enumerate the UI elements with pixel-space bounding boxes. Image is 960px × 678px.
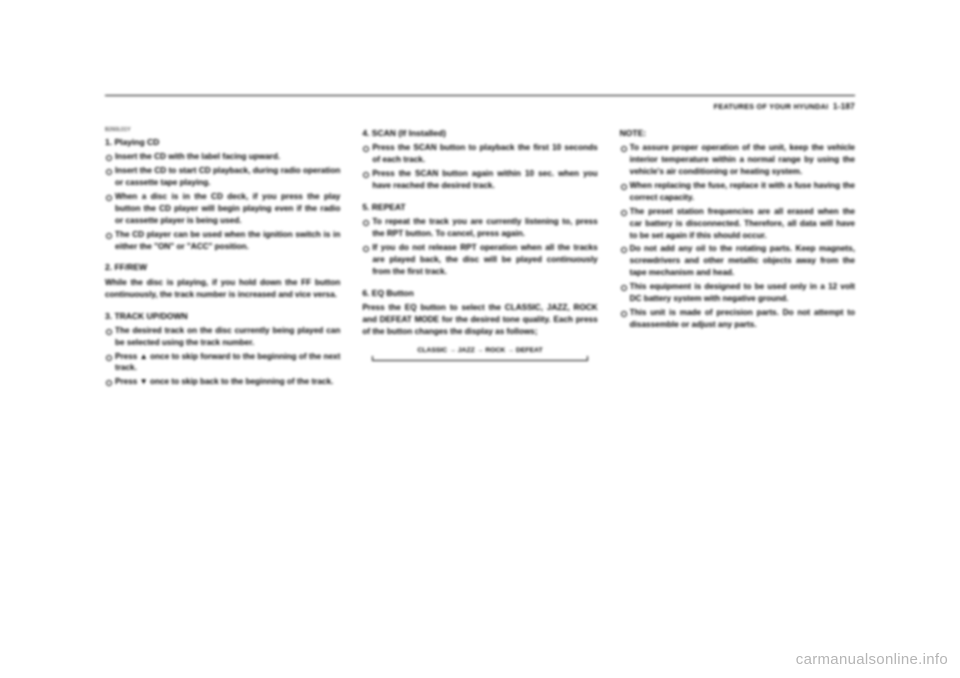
list-item: The CD player can be used when the ignit… <box>105 229 340 253</box>
list-item: This unit is made of precision parts. Do… <box>620 307 855 331</box>
column-2: 4. SCAN (If Installed) Press the SCAN bu… <box>362 127 597 391</box>
list-item: If you do not release RPT operation when… <box>362 242 597 278</box>
part-code: B260L01Y <box>105 127 340 135</box>
list-item: Do not add any oil to the rotating parts… <box>620 243 855 279</box>
section-5-list: To repeat the track you are currently li… <box>362 216 597 277</box>
list-item: Press the SCAN button again within 10 se… <box>362 168 597 192</box>
section-2-title: 2. FF/REW <box>105 261 340 273</box>
section-1-list: Insert the CD with the label facing upwa… <box>105 151 340 252</box>
list-item: Insert the CD with the label facing upwa… <box>105 151 340 163</box>
section-5-title: 5. REPEAT <box>362 201 597 213</box>
watermark-text: carmanualsonline.info <box>796 651 948 668</box>
section-6-body: Press the EQ button to select the CLASSI… <box>362 302 597 338</box>
list-item: Press the SCAN button to playback the fi… <box>362 142 597 166</box>
list-item: Insert the CD to start CD playback, duri… <box>105 165 340 189</box>
header-section: FEATURES OF YOUR HYUNDAI <box>714 102 829 111</box>
list-item: When a disc is in the CD deck, if you pr… <box>105 191 340 227</box>
cycle-loop-line <box>372 356 587 361</box>
eq-mode-cycle: CLASSIC → JAZZ → ROCK → DEFEAT <box>362 346 597 362</box>
note-heading: NOTE: <box>620 127 855 139</box>
list-item: Press ▼ once to skip back to the beginni… <box>105 376 340 388</box>
column-3: NOTE: To assure proper operation of the … <box>620 127 855 391</box>
list-item: This equipment is designed to be used on… <box>620 281 855 305</box>
list-item: The preset station frequencies are all e… <box>620 206 855 242</box>
eq-cycle-text: CLASSIC → JAZZ → ROCK → DEFEAT <box>417 347 542 354</box>
section-4-list: Press the SCAN button to playback the fi… <box>362 142 597 192</box>
manual-page: FEATURES OF YOUR HYUNDAI 1-187 B260L01Y … <box>105 95 855 595</box>
section-3-title: 3. TRACK UP/DOWN <box>105 310 340 322</box>
list-item: To repeat the track you are currently li… <box>362 216 597 240</box>
running-header: FEATURES OF YOUR HYUNDAI 1-187 <box>105 95 855 113</box>
column-1: B260L01Y 1. Playing CD Insert the CD wit… <box>105 127 340 391</box>
list-item: When replacing the fuse, replace it with… <box>620 180 855 204</box>
section-4-title: 4. SCAN (If Installed) <box>362 127 597 139</box>
note-list: To assure proper operation of the unit, … <box>620 142 855 330</box>
section-2-body: While the disc is playing, if you hold d… <box>105 277 340 301</box>
list-item: To assure proper operation of the unit, … <box>620 142 855 178</box>
list-item: Press ▲ once to skip forward to the begi… <box>105 351 340 375</box>
section-6-title: 6. EQ Button <box>362 287 597 299</box>
section-3-list: The desired track on the disc currently … <box>105 325 340 388</box>
section-1-title: 1. Playing CD <box>105 136 340 148</box>
page-number: 1-187 <box>833 102 855 111</box>
content-columns: B260L01Y 1. Playing CD Insert the CD wit… <box>105 127 855 391</box>
list-item: The desired track on the disc currently … <box>105 325 340 349</box>
